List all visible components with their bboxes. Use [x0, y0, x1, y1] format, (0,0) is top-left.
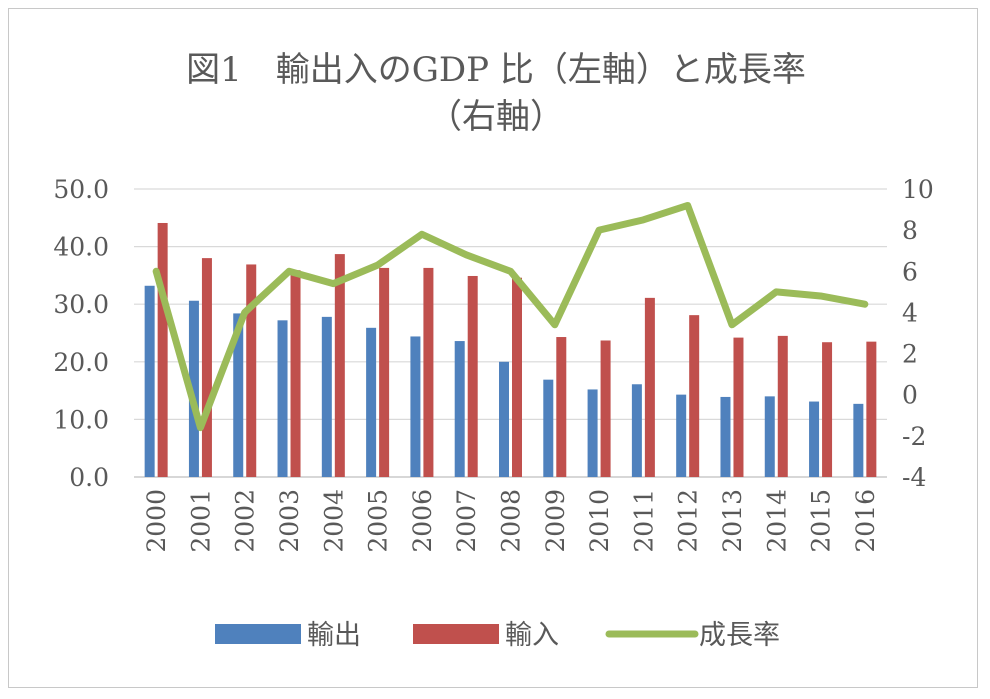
left-tick-label: 50.0 — [53, 175, 109, 204]
bar-export — [188, 300, 199, 477]
legend-swatch-import — [413, 624, 499, 644]
bar-export — [277, 320, 288, 477]
right-tick-label: 4 — [902, 298, 918, 327]
bar-import — [600, 340, 611, 477]
bar-import — [644, 297, 655, 477]
left-tick-label: 0.0 — [69, 463, 109, 492]
bar-export — [587, 389, 598, 477]
legend-label-export: 輸出 — [307, 620, 361, 651]
legend-label-growth: 成長率 — [699, 620, 780, 651]
bar-export — [499, 361, 509, 477]
x-tick-label: 2003 — [275, 489, 304, 553]
x-tick-label: 2006 — [408, 489, 437, 553]
legend: 輸出 輸入 成長率 — [215, 620, 780, 651]
x-tick-label: 2000 — [142, 489, 171, 553]
x-tick-label: 2014 — [762, 489, 791, 553]
bar-export — [676, 394, 687, 477]
left-axis: 0.0 10.0 20.0 30.0 40.0 50.0 — [53, 175, 109, 492]
x-tick-label: 2016 — [851, 489, 880, 553]
legend-swatch-export — [215, 624, 301, 644]
x-tick-label: 2004 — [319, 489, 348, 553]
bar-import — [777, 335, 788, 477]
bar-export — [233, 313, 244, 477]
bar-import — [822, 342, 833, 477]
bar-import — [467, 275, 478, 477]
x-tick-label: 2011 — [629, 489, 658, 553]
bar-export — [809, 401, 820, 477]
right-tick-label: -4 — [902, 463, 926, 492]
right-tick-label: 2 — [902, 340, 918, 369]
bar-export — [410, 336, 421, 477]
x-tick-label: 2009 — [541, 489, 570, 553]
bar-import — [689, 315, 700, 477]
chart-frame: 図1 輸出入のGDP 比（左軸）と成長率 （右軸） 0.0 10.0 20.0 30.… — [8, 8, 978, 688]
chart: 図1 輸出入のGDP 比（左軸）と成長率 （右軸） 0.0 10.0 20.0 30.… — [53, 50, 934, 651]
bar-export — [454, 341, 465, 477]
right-tick-label: 10 — [902, 175, 934, 204]
bar-import — [157, 222, 168, 477]
bar-import — [512, 277, 522, 477]
x-tick-label: 2001 — [186, 489, 215, 553]
bar-export — [366, 327, 377, 477]
chart-title-line1: 図1 輸出入のGDP 比（左軸）と成長率 — [186, 50, 806, 90]
x-axis: 2000 2001 2002 2003 2004 2005 2006 2007 2008 2009… — [142, 489, 880, 553]
right-axis: -4 -2 0 2 4 6 8 10 — [902, 175, 934, 492]
bar-export — [543, 379, 554, 477]
x-tick-label: 2007 — [452, 489, 481, 553]
bar-import — [556, 337, 567, 477]
x-tick-label: 2010 — [585, 489, 614, 553]
left-tick-label: 30.0 — [53, 290, 109, 319]
chart-title-line2: （右軸） — [428, 97, 564, 137]
bars — [144, 222, 877, 477]
x-tick-label: 2012 — [674, 489, 703, 553]
left-tick-label: 20.0 — [53, 348, 109, 377]
bar-import — [866, 341, 877, 477]
growth-rate-line — [152, 201, 869, 432]
bar-export — [764, 396, 775, 477]
growth-line — [152, 201, 869, 432]
x-tick-label: 2005 — [364, 489, 393, 553]
right-tick-label: 6 — [902, 257, 918, 286]
bar-import — [423, 267, 434, 477]
bar-export — [720, 396, 731, 477]
gridlines — [134, 188, 887, 478]
x-tick-label: 2008 — [497, 489, 526, 553]
legend-label-import: 輸入 — [505, 620, 559, 651]
bar-export — [144, 285, 155, 477]
bar-import — [246, 264, 257, 477]
x-tick-label: 2002 — [231, 489, 260, 553]
x-tick-label: 2013 — [718, 489, 747, 553]
x-tick-label: 2015 — [807, 489, 836, 553]
bar-import — [334, 254, 345, 477]
bar-export — [321, 316, 332, 477]
bar-import — [201, 258, 212, 477]
right-tick-label: -2 — [902, 422, 926, 451]
left-tick-label: 10.0 — [53, 405, 109, 434]
bar-export — [631, 384, 642, 477]
left-tick-label: 40.0 — [53, 233, 109, 262]
bar-import — [733, 337, 744, 477]
bar-export — [853, 403, 864, 477]
bar-import — [290, 270, 301, 477]
right-tick-label: 0 — [902, 381, 918, 410]
right-tick-label: 8 — [902, 216, 918, 245]
bar-import — [379, 267, 390, 477]
